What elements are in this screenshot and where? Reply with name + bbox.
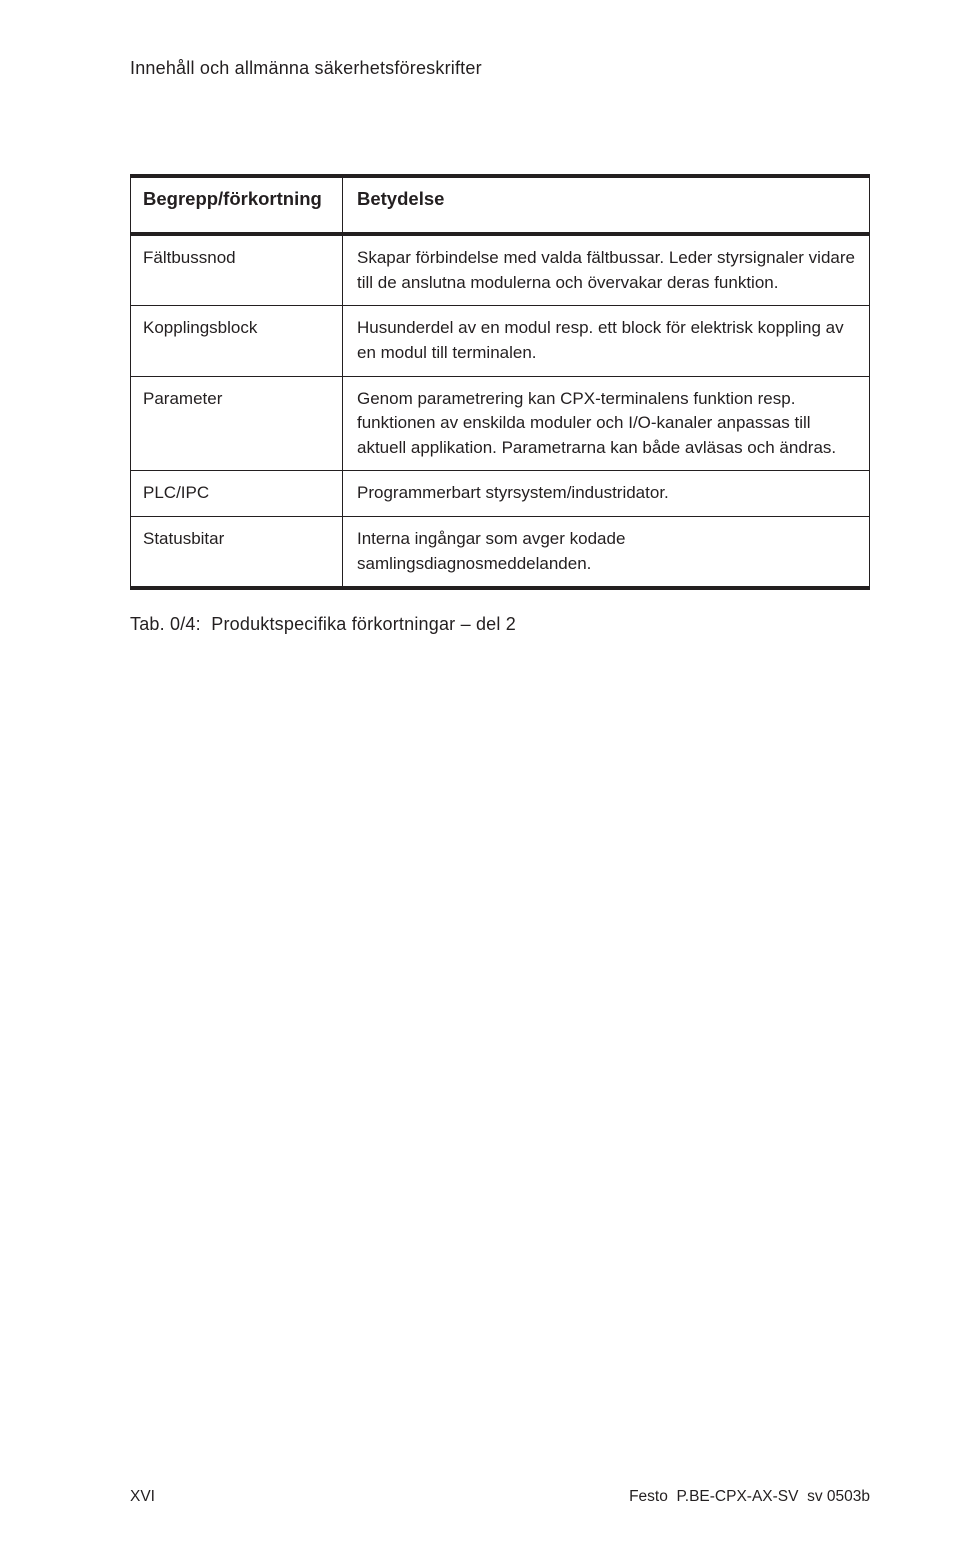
table-header-term: Begrepp/förkortning — [131, 176, 343, 234]
page-footer: XVI Festo P.BE-CPX-AX-SV sv 0503b — [130, 1488, 870, 1506]
definition-cell: Programmerbart styrsystem/industridator. — [343, 471, 870, 517]
abbreviations-table: Begrepp/förkortning Betydelse Fältbussno… — [130, 174, 870, 590]
definition-cell: Genom parametrering kan CPX-terminalens … — [343, 376, 870, 471]
table-header-definition: Betydelse — [343, 176, 870, 234]
table-row: PLC/IPC Programmerbart styrsystem/indust… — [131, 471, 870, 517]
page-number: XVI — [130, 1488, 155, 1506]
table-row: Kopplingsblock Husunderdel av en modul r… — [131, 306, 870, 376]
term-cell: Kopplingsblock — [131, 306, 343, 376]
definition-cell: Husunderdel av en modul resp. ett block … — [343, 306, 870, 376]
table-header-row: Begrepp/förkortning Betydelse — [131, 176, 870, 234]
document-id: Festo P.BE-CPX-AX-SV sv 0503b — [629, 1488, 870, 1506]
term-cell: Parameter — [131, 376, 343, 471]
term-cell: PLC/IPC — [131, 471, 343, 517]
table-caption: Tab. 0/4: Produktspecifika förkortningar… — [130, 614, 870, 635]
table-row: Parameter Genom parametrering kan CPX-te… — [131, 376, 870, 471]
definition-cell: Skapar förbindelse med valda fältbussar.… — [343, 234, 870, 306]
document-page: Innehåll och allmänna säkerhetsföreskrif… — [0, 0, 960, 1552]
term-cell: Statusbitar — [131, 517, 343, 589]
running-header: Innehåll och allmänna säkerhetsföreskrif… — [130, 58, 870, 79]
term-cell: Fältbussnod — [131, 234, 343, 306]
definition-cell: Interna ingångar som avger kodade samlin… — [343, 517, 870, 589]
table-row: Statusbitar Interna ingångar som avger k… — [131, 517, 870, 589]
table-row: Fältbussnod Skapar förbindelse med valda… — [131, 234, 870, 306]
